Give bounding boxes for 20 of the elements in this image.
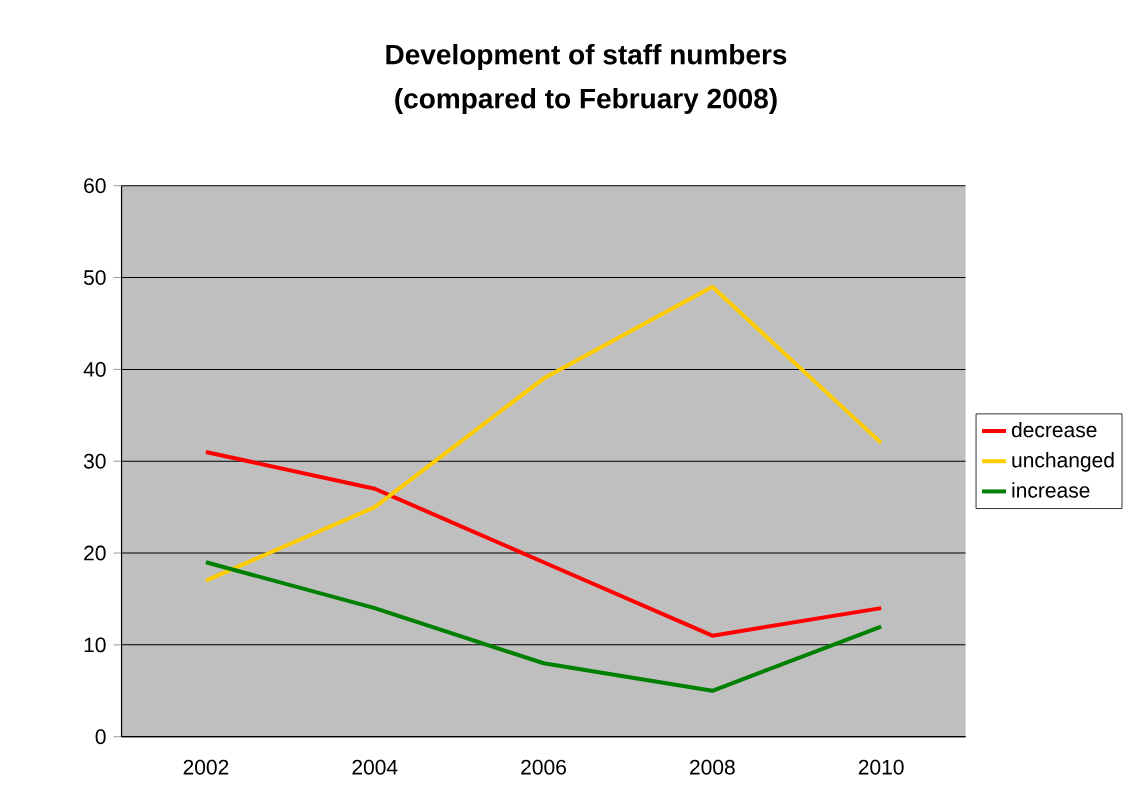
x-tick-label: 2010 (858, 759, 904, 775)
y-tick-label: 60 (84, 178, 106, 194)
y-tick-label: 0 (95, 729, 106, 745)
y-tick-label: 30 (83, 453, 106, 469)
x-tick-label: 2008 (690, 759, 735, 775)
line-series (203, 284, 884, 583)
y-tick-label: 40 (83, 361, 106, 377)
legend-label: unchanged (1012, 452, 1114, 472)
x-tick-label: 2002 (183, 759, 229, 775)
y-tick-label: 50 (83, 270, 106, 285)
y-tick-label: 10 (84, 637, 106, 653)
y-tick-label: 20 (84, 545, 106, 561)
chart-subtitle: (compared to February 2008) (395, 87, 777, 115)
line-series (203, 450, 884, 638)
line-series (203, 560, 884, 693)
legend-label: increase (1012, 482, 1090, 498)
chart-title: Development of staff numbers (386, 43, 787, 71)
legend-label: decrease (1011, 421, 1097, 438)
x-tick-label: 2004 (352, 759, 398, 775)
x-tick-label: 2006 (521, 759, 566, 775)
